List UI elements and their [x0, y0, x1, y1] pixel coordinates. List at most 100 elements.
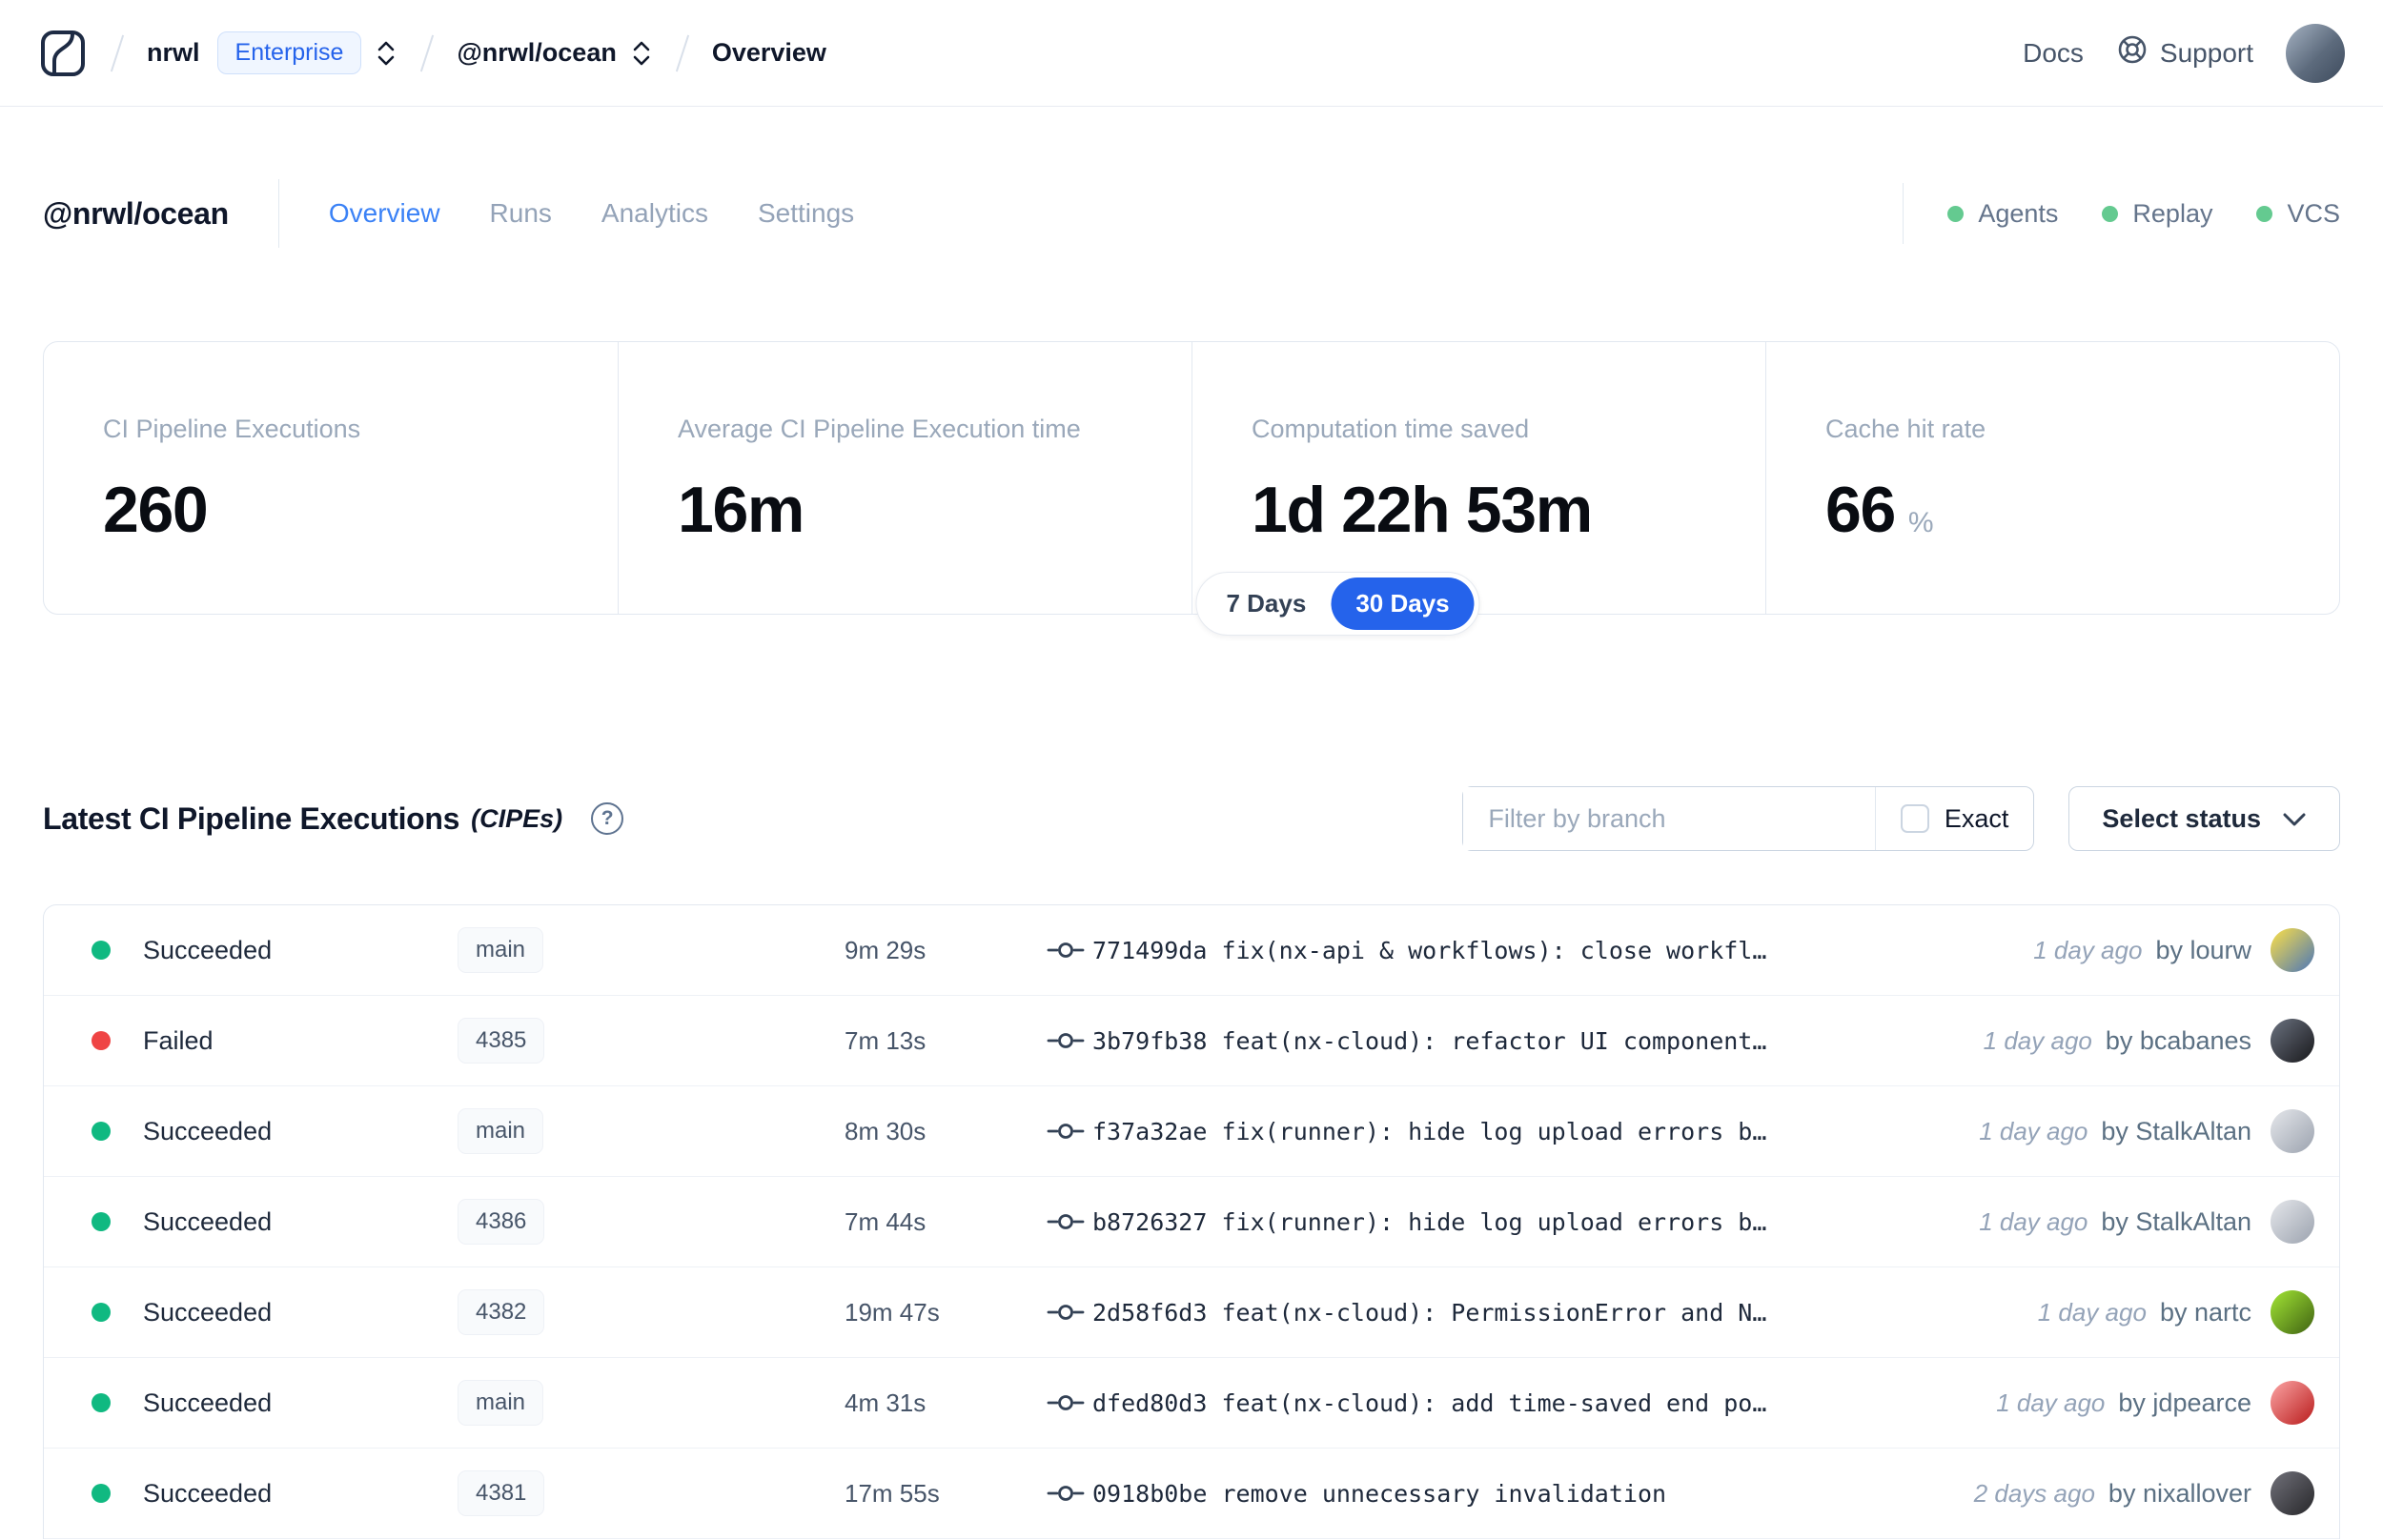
- breadcrumb-workspace[interactable]: @nrwl/ocean: [457, 38, 617, 67]
- author: by StalkAltan: [2101, 1206, 2251, 1236]
- branch-badge: main: [458, 1380, 544, 1426]
- docs-link[interactable]: Docs: [2023, 37, 2084, 68]
- duration: 9m 29s: [845, 935, 927, 964]
- exact-toggle[interactable]: Exact: [1876, 804, 2034, 834]
- range-30-days[interactable]: 30 Days: [1331, 578, 1475, 630]
- commit-text[interactable]: 2d58f6d3 feat(nx-cloud): PermissionError…: [1092, 1298, 1767, 1327]
- time-ago: 1 day ago: [1979, 1116, 2088, 1145]
- breadcrumb-org[interactable]: nrwl: [147, 38, 200, 67]
- table-row[interactable]: Succeeded main 8m 30s f37a32ae fix(runne…: [44, 1086, 2339, 1177]
- top-nav: nrwl Enterprise @nrwl/ocean Overview Doc…: [0, 0, 2383, 107]
- branch-filter-input[interactable]: [1463, 787, 1875, 850]
- status-dot-icon: [92, 1122, 111, 1141]
- author-avatar[interactable]: [2271, 928, 2314, 972]
- page-title: @nrwl/ocean: [43, 195, 229, 231]
- stat-card-cipe-count: CI Pipeline Executions 260: [103, 415, 361, 546]
- author-avatar[interactable]: [2271, 1019, 2314, 1063]
- table-row[interactable]: Succeeded main 4m 31s dfed80d3 feat(nx-c…: [44, 1358, 2339, 1449]
- duration: 8m 30s: [845, 1116, 927, 1145]
- status-dot-icon: [92, 1031, 111, 1050]
- status-label: Succeeded: [143, 1297, 273, 1327]
- status-dot-icon: [92, 1303, 111, 1322]
- org-switcher-icon[interactable]: [375, 38, 397, 69]
- chevron-down-icon: [2282, 804, 2307, 834]
- indicator-agents[interactable]: Agents: [1947, 199, 2058, 229]
- stat-card-avg-time: Average CI Pipeline Execution time 16m: [618, 342, 1192, 614]
- stat-card-cache-hit: Cache hit rate 66 %: [1765, 342, 2339, 614]
- author: by lourw: [2155, 935, 2251, 964]
- divider: [1903, 183, 1904, 244]
- table-row[interactable]: Failed 4385 7m 13s 3b79fb38 feat(nx-clou…: [44, 996, 2339, 1086]
- author-avatar[interactable]: [2271, 1381, 2314, 1425]
- tab-runs[interactable]: Runs: [489, 198, 552, 228]
- breadcrumb-separator: [675, 34, 689, 71]
- author: by nartc: [2159, 1297, 2251, 1327]
- tab-settings[interactable]: Settings: [757, 198, 855, 228]
- git-commit-icon: [1047, 1481, 1092, 1506]
- breadcrumb-separator: [420, 34, 435, 71]
- support-link[interactable]: Support: [2116, 33, 2253, 72]
- branch-filter-group: Exact: [1462, 786, 2035, 851]
- time-ago: 1 day ago: [1983, 1025, 2092, 1055]
- time-ago: 1 day ago: [2037, 1297, 2147, 1327]
- branch-badge: 4385: [458, 1018, 545, 1064]
- green-dot-icon: [2102, 205, 2119, 222]
- range-7-days[interactable]: 7 Days: [1226, 589, 1307, 618]
- status-dot-icon: [92, 1393, 111, 1412]
- author: by nixallover: [2108, 1478, 2251, 1508]
- git-commit-icon: [1047, 1300, 1092, 1325]
- table-row[interactable]: Succeeded main 9m 29s 771499da fix(nx-ap…: [44, 905, 2339, 996]
- status-label: Failed: [143, 1025, 214, 1055]
- author-avatar[interactable]: [2271, 1109, 2314, 1153]
- section-title-suffix: (CIPEs): [471, 803, 563, 833]
- cipe-table: Succeeded main 9m 29s 771499da fix(nx-ap…: [43, 904, 2340, 1539]
- indicator-vcs[interactable]: VCS: [2256, 199, 2340, 229]
- time-ago: 1 day ago: [2033, 935, 2143, 964]
- workspace-header: @nrwl/ocean Overview Runs Analytics Sett…: [0, 175, 2383, 252]
- author-avatar[interactable]: [2271, 1200, 2314, 1244]
- date-range-toggle: 7 Days 30 Days: [1195, 572, 1480, 636]
- tab-overview[interactable]: Overview: [328, 198, 440, 228]
- branch-badge: 4382: [458, 1289, 545, 1335]
- author-avatar[interactable]: [2271, 1471, 2314, 1515]
- status-dot-icon: [92, 1484, 111, 1503]
- commit-text[interactable]: 3b79fb38 feat(nx-cloud): refactor UI com…: [1092, 1026, 1767, 1055]
- user-avatar[interactable]: [2286, 23, 2345, 83]
- exact-label: Exact: [1944, 803, 2009, 833]
- workspace-tabs: Overview Runs Analytics Settings: [329, 198, 854, 229]
- commit-text[interactable]: 0918b0be remove unnecessary invalidation: [1092, 1479, 1667, 1508]
- git-commit-icon: [1047, 1390, 1092, 1415]
- table-row[interactable]: Succeeded 4382 19m 47s 2d58f6d3 feat(nx-…: [44, 1267, 2339, 1358]
- branch-badge: main: [458, 927, 544, 973]
- status-label: Succeeded: [143, 1116, 273, 1145]
- branch-badge: main: [458, 1108, 544, 1154]
- status-label: Succeeded: [143, 1478, 273, 1508]
- tab-analytics[interactable]: Analytics: [601, 198, 708, 228]
- divider: [1874, 787, 1876, 850]
- help-icon[interactable]: ?: [591, 802, 624, 835]
- time-ago: 1 day ago: [1979, 1206, 2088, 1236]
- duration: 19m 47s: [845, 1297, 940, 1327]
- commit-text[interactable]: dfed80d3 feat(nx-cloud): add time-saved …: [1092, 1388, 1767, 1417]
- stat-cards: CI Pipeline Executions 260 Average CI Pi…: [43, 341, 2340, 615]
- author-avatar[interactable]: [2271, 1290, 2314, 1334]
- time-ago: 1 day ago: [1996, 1388, 2106, 1417]
- commit-text[interactable]: 771499da fix(nx-api & workflows): close …: [1092, 936, 1767, 964]
- git-commit-icon: [1047, 1209, 1092, 1234]
- indicator-replay[interactable]: Replay: [2102, 199, 2212, 229]
- commit-text[interactable]: b8726327 fix(runner): hide log upload er…: [1092, 1207, 1767, 1236]
- git-commit-icon: [1047, 1119, 1092, 1144]
- author: by bcabanes: [2105, 1025, 2251, 1055]
- duration: 17m 55s: [845, 1478, 940, 1508]
- section-title: Latest CI Pipeline Executions: [43, 800, 460, 836]
- workspace-switcher-icon[interactable]: [630, 38, 653, 69]
- git-commit-icon: [1047, 938, 1092, 962]
- commit-text[interactable]: f37a32ae fix(runner): hide log upload er…: [1092, 1117, 1767, 1145]
- table-row[interactable]: Succeeded 4386 7m 44s b8726327 fix(runne…: [44, 1177, 2339, 1267]
- table-row[interactable]: Succeeded 4381 17m 55s 0918b0be remove u…: [44, 1449, 2339, 1539]
- nx-cloud-logo-icon[interactable]: [38, 29, 88, 78]
- exact-checkbox[interactable]: [1900, 804, 1929, 833]
- lifebuoy-icon: [2116, 33, 2149, 72]
- status-select-button[interactable]: Select status: [2068, 786, 2340, 851]
- duration: 4m 31s: [845, 1388, 927, 1417]
